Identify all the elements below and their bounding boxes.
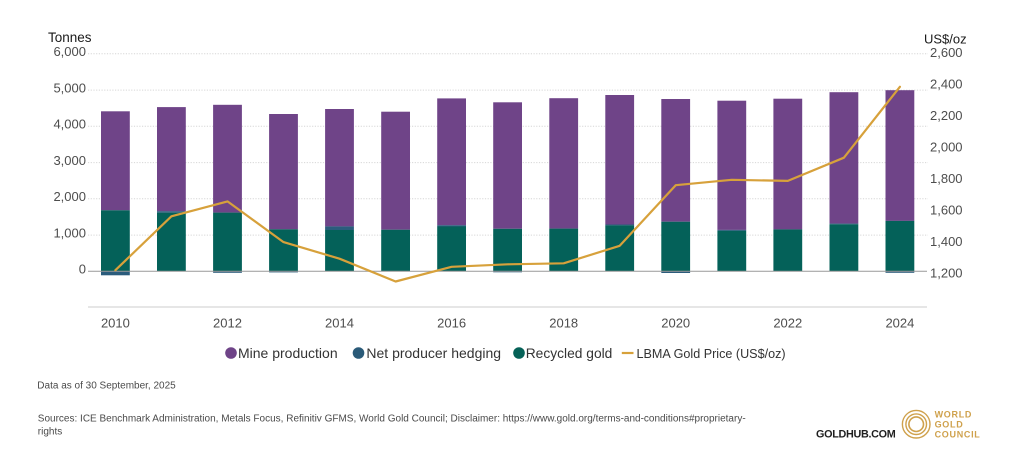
svg-text:GOLDHUB.COM: GOLDHUB.COM bbox=[816, 429, 896, 441]
svg-text:4,000: 4,000 bbox=[53, 117, 86, 132]
svg-text:0: 0 bbox=[79, 262, 86, 277]
svg-text:2022: 2022 bbox=[773, 315, 802, 330]
svg-text:2,400: 2,400 bbox=[930, 77, 963, 92]
svg-text:2024: 2024 bbox=[885, 315, 914, 330]
svg-text:COUNCIL: COUNCIL bbox=[935, 429, 981, 439]
svg-text:Mine production: Mine production bbox=[238, 345, 338, 361]
svg-text:Recycled gold: Recycled gold bbox=[526, 346, 613, 361]
svg-text:rights: rights bbox=[38, 427, 62, 438]
svg-text:5,000: 5,000 bbox=[53, 81, 86, 96]
svg-text:Net producer hedging: Net producer hedging bbox=[366, 345, 501, 361]
svg-text:3,000: 3,000 bbox=[53, 153, 86, 168]
svg-text:GOLD: GOLD bbox=[935, 419, 964, 429]
svg-text:2,200: 2,200 bbox=[930, 108, 963, 123]
svg-text:Sources: ICE Benchmark Adminis: Sources: ICE Benchmark Administration, M… bbox=[38, 413, 746, 424]
svg-text:2014: 2014 bbox=[325, 315, 354, 330]
svg-text:1,600: 1,600 bbox=[930, 203, 963, 218]
svg-text:1,200: 1,200 bbox=[930, 266, 963, 281]
svg-text:2010: 2010 bbox=[101, 315, 130, 330]
svg-text:US$/oz: US$/oz bbox=[924, 32, 967, 47]
svg-text:2,000: 2,000 bbox=[930, 140, 963, 155]
svg-text:2018: 2018 bbox=[549, 315, 578, 330]
svg-text:2,000: 2,000 bbox=[53, 189, 86, 204]
svg-text:LBMA Gold Price (US$/oz): LBMA Gold Price (US$/oz) bbox=[637, 347, 786, 361]
svg-text:Tonnes: Tonnes bbox=[48, 30, 92, 45]
svg-text:1,000: 1,000 bbox=[53, 226, 86, 241]
svg-text:6,000: 6,000 bbox=[53, 44, 86, 59]
svg-text:Data as of 30 September, 2025: Data as of 30 September, 2025 bbox=[37, 381, 176, 392]
svg-text:2012: 2012 bbox=[213, 315, 242, 330]
svg-text:1,800: 1,800 bbox=[930, 171, 963, 186]
svg-text:2020: 2020 bbox=[661, 315, 690, 330]
svg-text:WORLD: WORLD bbox=[935, 410, 973, 420]
svg-text:2016: 2016 bbox=[437, 315, 466, 330]
svg-text:1,400: 1,400 bbox=[930, 234, 963, 249]
svg-text:2,600: 2,600 bbox=[930, 45, 963, 60]
